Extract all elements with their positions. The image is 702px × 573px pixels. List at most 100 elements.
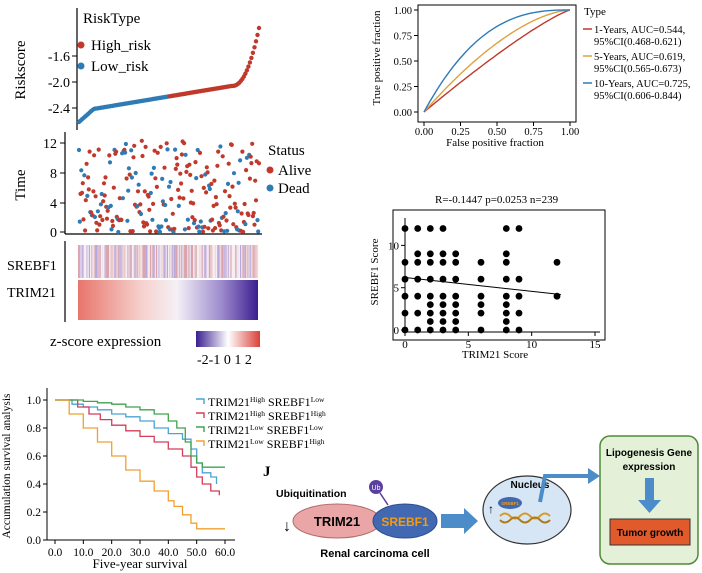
srebf1-stripe bbox=[200, 245, 202, 278]
roc-legend-ci: 95%CI(0.606-0.844) bbox=[594, 91, 682, 102]
km-y-tick-label: 0.4 bbox=[27, 479, 42, 491]
correlation-ticks: 0 5 10 15 10 5 0 bbox=[388, 240, 601, 351]
time-point bbox=[169, 196, 174, 202]
corr-point bbox=[426, 301, 434, 308]
riskscore-point bbox=[255, 32, 260, 38]
heatmap-panel: SREBF1 TRIM21 z-score expression -2-1 0 … bbox=[7, 241, 260, 368]
risktype-legend-title: RiskType bbox=[83, 11, 141, 27]
time-point bbox=[108, 203, 113, 208]
time-point bbox=[160, 199, 165, 204]
time-point bbox=[154, 184, 159, 189]
srebf1-stripe bbox=[147, 245, 149, 278]
roc-plot-frame bbox=[417, 4, 577, 123]
srebf1-stripe bbox=[243, 245, 245, 278]
km-x-tick-label: 20.0 bbox=[102, 547, 122, 559]
srebf1-stripe bbox=[121, 245, 123, 278]
time-point bbox=[155, 150, 160, 155]
srebf1-stripe bbox=[127, 245, 129, 278]
time-point bbox=[123, 150, 128, 155]
srebf1-stripe bbox=[244, 245, 247, 278]
correlation-ylabel: SREBF1 Score bbox=[369, 238, 381, 305]
srebf1-stripe bbox=[256, 245, 259, 278]
srebf1-stripe bbox=[111, 245, 113, 278]
corr-point bbox=[477, 309, 485, 317]
srebf1-stripe bbox=[180, 245, 182, 278]
time-point bbox=[173, 166, 178, 171]
srebf1-stripe bbox=[211, 245, 213, 278]
time-point bbox=[217, 223, 222, 228]
riskscore-point bbox=[249, 55, 254, 61]
srebf1-stripe bbox=[220, 245, 223, 278]
time-point bbox=[110, 218, 115, 224]
time-point bbox=[146, 194, 151, 199]
srebf1-stripe bbox=[188, 245, 190, 278]
time-point bbox=[175, 162, 180, 167]
time-point bbox=[182, 227, 187, 232]
time-point bbox=[187, 162, 192, 167]
time-point bbox=[223, 211, 228, 216]
heatmap-gene-srebf1: SREBF1 bbox=[7, 259, 57, 274]
time-point bbox=[86, 175, 91, 180]
panel-label-j: J bbox=[263, 464, 271, 480]
corr-point bbox=[401, 309, 409, 317]
time-point bbox=[173, 147, 178, 152]
time-point bbox=[84, 161, 89, 166]
renal-cell-label: Renal carcinoma cell bbox=[320, 548, 429, 560]
time-point bbox=[179, 181, 184, 186]
srebf1-protein bbox=[372, 503, 438, 539]
time-point bbox=[225, 181, 231, 186]
time-point bbox=[182, 141, 187, 146]
srebf1-stripe bbox=[96, 245, 98, 278]
legend-dead-dot bbox=[266, 184, 274, 192]
km-legend-label: TRIM21Low SREBF1Low bbox=[208, 423, 324, 437]
time-ticks: 12 8 4 0 bbox=[43, 137, 65, 241]
srebf1-stripe bbox=[84, 245, 86, 278]
srebf1-stripe bbox=[168, 245, 170, 278]
corr-point bbox=[477, 258, 485, 266]
km-x-tick-label: 40.0 bbox=[158, 547, 178, 559]
time-point bbox=[207, 186, 212, 192]
time-tick-label: 12 bbox=[43, 137, 57, 152]
roc-curve bbox=[423, 9, 571, 113]
time-point bbox=[138, 211, 144, 217]
roc-x-tick-label: 0.75 bbox=[524, 127, 542, 138]
corr-point bbox=[452, 292, 460, 300]
srebf1-stripe bbox=[186, 245, 188, 278]
riskscore-tick-label: -1.6 bbox=[48, 50, 70, 65]
srebf1-stripe bbox=[204, 245, 206, 278]
corr-point bbox=[439, 326, 447, 334]
srebf1-stripe bbox=[228, 245, 230, 278]
time-point bbox=[242, 201, 247, 207]
km-x-tick-label: 50.0 bbox=[187, 547, 207, 559]
time-point bbox=[240, 149, 245, 154]
srebf1-stripe bbox=[172, 245, 175, 278]
time-point bbox=[238, 158, 243, 163]
roc-ylabel: True positive fraction bbox=[371, 10, 383, 105]
time-point bbox=[131, 155, 136, 160]
srebf1-stripe bbox=[156, 245, 158, 278]
time-point bbox=[147, 207, 152, 212]
time-point bbox=[213, 195, 218, 200]
km-legend-label: TRIM21High SREBF1Low bbox=[208, 395, 325, 409]
ub-circle bbox=[369, 480, 383, 494]
ub-label: Ub bbox=[372, 485, 381, 492]
srebf1-stripe bbox=[217, 245, 219, 278]
arrow-to-nucleus bbox=[441, 508, 478, 534]
srebf1-small-protein bbox=[498, 497, 522, 509]
zscore-color-scale bbox=[196, 331, 260, 347]
corr-point bbox=[452, 301, 460, 308]
srebf1-stripe bbox=[146, 245, 148, 278]
time-point bbox=[253, 178, 258, 183]
roc-y-tick-label: 1.00 bbox=[394, 6, 412, 17]
time-point bbox=[83, 228, 88, 233]
srebf1-stripe bbox=[138, 245, 140, 278]
riskscore-ylabel: Riskscore bbox=[13, 40, 29, 100]
legend-alive-dot bbox=[266, 166, 274, 174]
corr-point bbox=[515, 292, 523, 300]
srebf1-stripe bbox=[174, 245, 176, 278]
corr-point bbox=[426, 225, 434, 232]
heatmap-row-srebf1 bbox=[78, 245, 259, 278]
srebf1-stripe bbox=[157, 245, 159, 278]
tumor-growth-label: Tumor growth bbox=[617, 528, 683, 539]
time-point bbox=[218, 144, 223, 149]
